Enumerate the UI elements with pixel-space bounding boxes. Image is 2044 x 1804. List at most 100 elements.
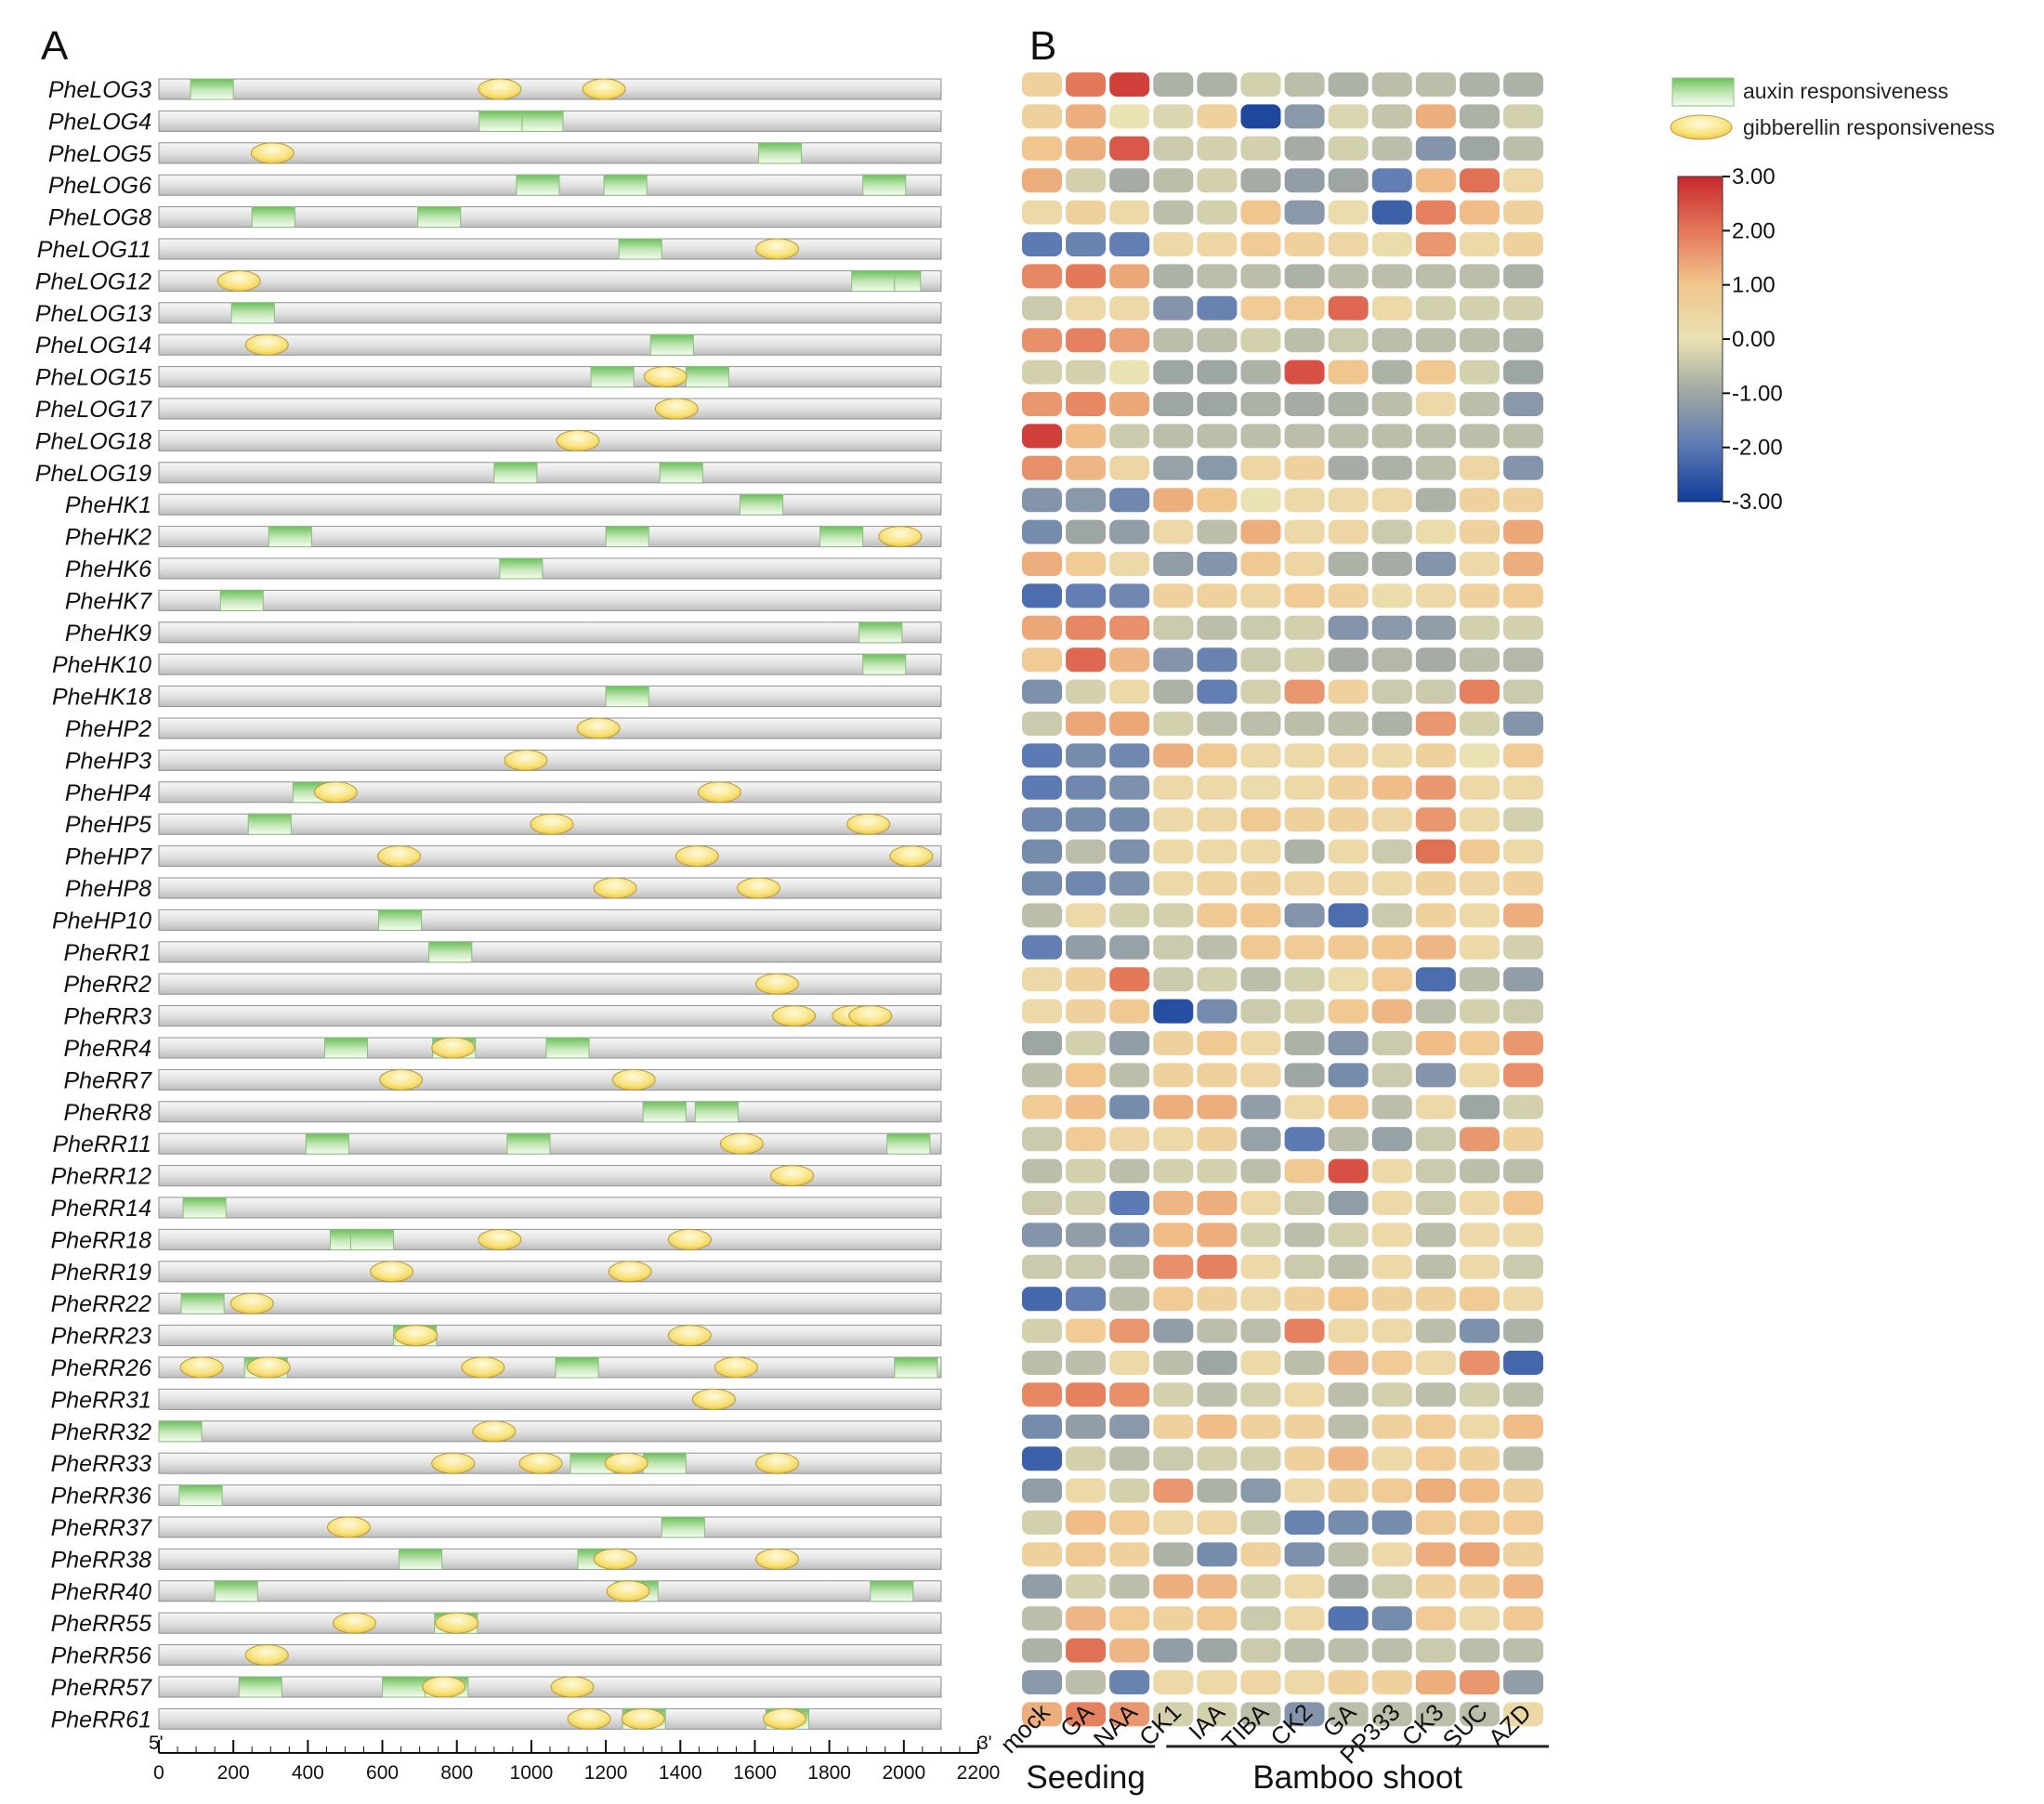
heatmap-cell bbox=[1284, 1351, 1325, 1375]
colorbar-tick-label: 1.00 bbox=[1732, 273, 1775, 298]
heatmap-cell bbox=[1197, 1574, 1238, 1599]
heatmap-cell bbox=[1153, 775, 1194, 800]
heatmap-cell bbox=[1109, 647, 1150, 673]
heatmap-cell bbox=[1066, 200, 1107, 225]
heatmap-cell bbox=[1109, 1638, 1150, 1663]
heatmap-cell bbox=[1197, 1254, 1238, 1279]
heatmap-cell bbox=[1460, 295, 1500, 320]
heatmap-cell bbox=[1022, 1478, 1062, 1503]
gene-row: PheLOG12 bbox=[35, 268, 942, 294]
heatmap-cell bbox=[1284, 1222, 1325, 1248]
heatmap-cell bbox=[1066, 136, 1107, 161]
heatmap-cell bbox=[1153, 552, 1194, 576]
heatmap-cell bbox=[1153, 264, 1194, 289]
x-tick-label: 2000 bbox=[882, 1762, 925, 1784]
heatmap-cell bbox=[1197, 1127, 1238, 1152]
heatmap-cell bbox=[1022, 903, 1062, 928]
x-tick-label: 2200 bbox=[957, 1762, 1001, 1784]
gene-label: PheLOG4 bbox=[48, 109, 151, 135]
heatmap-cell bbox=[1066, 935, 1107, 960]
heatmap-cell bbox=[1022, 104, 1062, 129]
heatmap-cell bbox=[1197, 1510, 1238, 1535]
heatmap-cell bbox=[1328, 1510, 1369, 1535]
heatmap-cell bbox=[1240, 647, 1281, 673]
gibberellin-element bbox=[244, 1644, 289, 1667]
heatmap-cell bbox=[1371, 1127, 1412, 1152]
heatmap-cell bbox=[1328, 1606, 1369, 1631]
heatmap-cell bbox=[1284, 136, 1325, 161]
auxin-element bbox=[178, 1484, 223, 1507]
heatmap-cell bbox=[1415, 1446, 1456, 1471]
gibberellin-element bbox=[313, 781, 358, 804]
gene-label: PheLOG3 bbox=[48, 77, 151, 103]
heatmap-cell bbox=[1371, 967, 1412, 992]
gene-label: PheRR7 bbox=[64, 1067, 153, 1093]
heatmap-cell bbox=[1197, 1478, 1238, 1503]
heatmap-cell bbox=[1153, 871, 1194, 895]
heatmap-cell bbox=[1240, 424, 1281, 449]
heatmap-cell bbox=[1415, 1287, 1456, 1312]
heatmap-cell bbox=[1153, 328, 1194, 353]
auxin-element bbox=[605, 526, 649, 548]
promoter-bar bbox=[158, 1165, 942, 1187]
gibberellin-element bbox=[582, 78, 626, 100]
heatmap-cell bbox=[1240, 295, 1281, 320]
heatmap-cell bbox=[1503, 1318, 1544, 1343]
heatmap-cell bbox=[1022, 967, 1062, 992]
heatmap-cell bbox=[1153, 392, 1194, 416]
heatmap-cell bbox=[1371, 583, 1412, 608]
auxin-element bbox=[382, 1676, 426, 1698]
auxin-element bbox=[323, 1037, 369, 1059]
gene-row: PheHK6 bbox=[65, 556, 942, 582]
promoter-bar bbox=[158, 269, 942, 292]
heatmap-cell bbox=[1328, 232, 1369, 256]
heatmap-cell bbox=[1371, 743, 1412, 768]
heatmap-cell bbox=[1022, 1638, 1062, 1663]
heatmap-cell bbox=[1153, 104, 1194, 129]
heatmap-cell bbox=[1197, 1542, 1238, 1567]
heatmap-cell bbox=[1109, 1414, 1150, 1439]
heatmap-cell bbox=[1328, 967, 1369, 992]
heatmap-cell bbox=[1460, 1063, 1500, 1088]
heatmap-cell bbox=[1371, 1287, 1412, 1312]
gene-row: PheHK2 bbox=[65, 525, 942, 551]
gibberellin-element bbox=[770, 1165, 815, 1187]
heatmap-cell bbox=[1153, 615, 1194, 640]
group-brackets: Seeding Bamboo shoot bbox=[1016, 1745, 1550, 1796]
heatmap-cell bbox=[1328, 583, 1369, 608]
panel-b-label: B bbox=[1029, 23, 1056, 69]
heatmap-cell bbox=[1022, 264, 1062, 289]
heatmap-cell bbox=[1371, 104, 1412, 129]
gene-row: PheLOG3 bbox=[48, 77, 942, 103]
heatmap-cell bbox=[1460, 200, 1500, 225]
heatmap-cell bbox=[1153, 1510, 1194, 1535]
gibberellin-element bbox=[593, 877, 637, 899]
heatmap-cell bbox=[1415, 455, 1456, 480]
heatmap-cell bbox=[1153, 839, 1194, 864]
heatmap-cell bbox=[1197, 136, 1238, 161]
gene-row: PheRR36 bbox=[51, 1484, 942, 1510]
gene-row: PheLOG14 bbox=[35, 333, 942, 359]
gibberellin-element bbox=[379, 1068, 424, 1091]
heatmap-cell bbox=[1153, 935, 1194, 960]
gibberellin-element bbox=[889, 845, 934, 868]
gibberellin-element bbox=[326, 1516, 371, 1538]
auxin-element bbox=[180, 1292, 225, 1314]
heatmap-cell bbox=[1153, 136, 1194, 161]
heatmap-cell bbox=[1503, 552, 1544, 576]
heatmap-cell bbox=[1022, 136, 1062, 161]
gene-label: PheRR26 bbox=[51, 1355, 151, 1381]
heatmap-cell bbox=[1153, 647, 1194, 673]
heatmap-cell bbox=[1197, 264, 1238, 289]
gene-row: PheHP10 bbox=[52, 908, 942, 934]
promoter-bar bbox=[158, 206, 942, 229]
gibberellin-element bbox=[719, 1132, 764, 1155]
heatmap-cell bbox=[1284, 967, 1325, 992]
promoter-bar bbox=[158, 526, 942, 548]
heatmap-cell bbox=[1503, 647, 1544, 673]
heatmap-cell bbox=[1460, 552, 1500, 576]
heatmap-cell bbox=[1284, 519, 1325, 544]
heatmap-cell bbox=[1197, 168, 1238, 193]
heatmap-cell bbox=[1503, 807, 1544, 832]
auxin-legend-swatch bbox=[1671, 77, 1735, 107]
